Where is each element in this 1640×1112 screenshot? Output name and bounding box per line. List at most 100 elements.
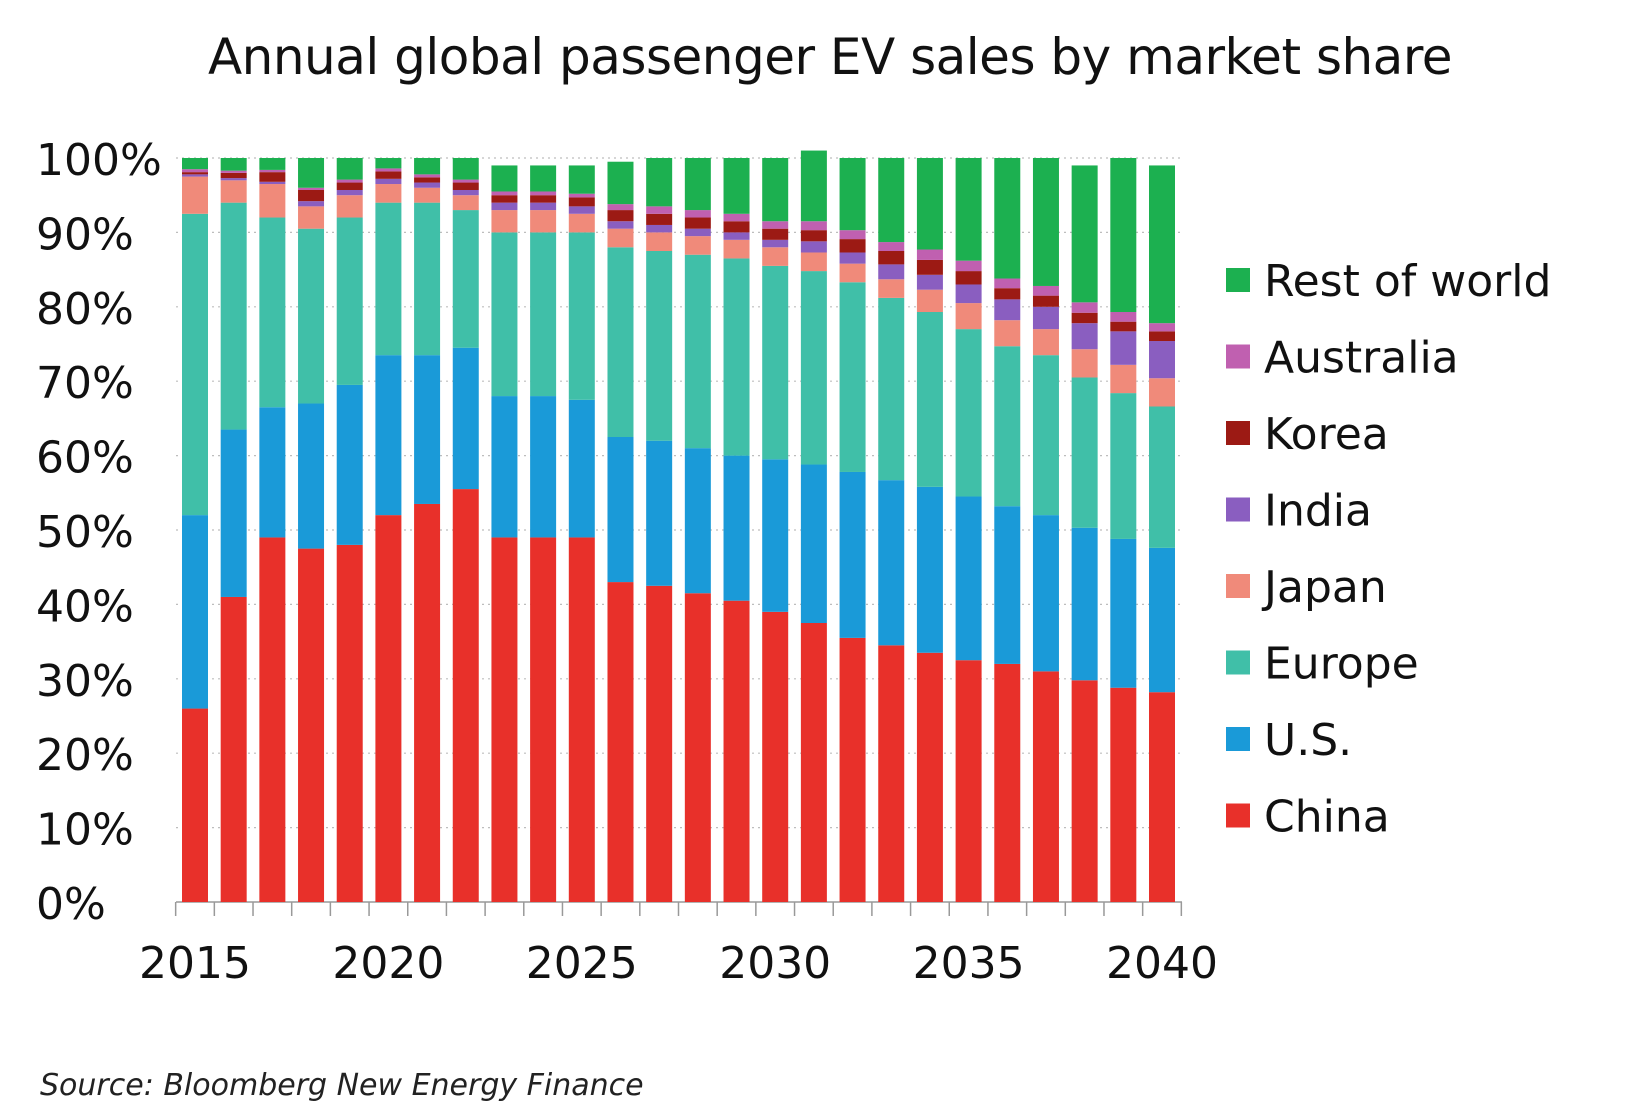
bar-segment-japan-2020 — [375, 184, 402, 203]
bar-segment-china-2018 — [298, 548, 325, 902]
bar-segment-japan-2015 — [182, 176, 208, 214]
bar-segment-u-s--2020 — [375, 355, 402, 516]
bar-segment-japan-2031 — [800, 252, 827, 272]
bar-segment-australia-2033 — [878, 242, 905, 251]
bar-segment-u-s--2027 — [646, 440, 673, 586]
bar-segment-rest-of-world-2035 — [955, 158, 982, 261]
bar-segment-rest-of-world-2020 — [375, 158, 402, 169]
bar-segment-australia-2029 — [723, 213, 750, 222]
bar-segment-korea-2040 — [1149, 331, 1175, 342]
bar-segment-korea-2026 — [607, 210, 634, 222]
bar-segment-india-2038 — [1071, 323, 1098, 350]
bar-segment-rest-of-world-2018 — [298, 158, 325, 188]
bar-segment-china-2020 — [375, 515, 402, 902]
bar-segment-india-2017 — [259, 181, 286, 185]
y-tick-label: 30% — [36, 656, 134, 707]
bar-segment-australia-2015 — [182, 169, 208, 173]
bar-segment-india-2025 — [568, 206, 595, 214]
bar-segment-japan-2032 — [839, 263, 866, 283]
bar-segment-u-s--2033 — [878, 480, 905, 646]
bar-segment-india-2031 — [800, 241, 827, 253]
bar-segment-china-2030 — [762, 611, 789, 902]
bar-segment-europe-2025 — [568, 232, 595, 400]
bar-segment-china-2022 — [452, 489, 479, 902]
bar-segment-europe-2036 — [994, 346, 1021, 507]
bar-segment-korea-2037 — [1032, 295, 1059, 307]
bar-segment-u-s--2018 — [298, 403, 325, 549]
bar-segment-japan-2029 — [723, 239, 750, 259]
bar-segment-china-2031 — [800, 623, 827, 902]
y-tick-label: 90% — [36, 209, 134, 260]
legend-swatch-china — [1226, 803, 1250, 828]
bar-segment-china-2036 — [994, 663, 1021, 902]
bar-segment-china-2028 — [684, 593, 711, 902]
bar-segment-u-s--2038 — [1071, 527, 1098, 681]
bar-segment-japan-2021 — [414, 187, 441, 203]
legend-swatch-europe — [1226, 650, 1250, 675]
bar-segment-china-2027 — [646, 585, 673, 902]
bar-segment-japan-2040 — [1149, 378, 1175, 407]
bar-segment-rest-of-world-2036 — [994, 158, 1021, 279]
bar-segment-u-s--2030 — [762, 459, 789, 612]
bar-segment-rest-of-world-2034 — [916, 158, 943, 250]
bar-segment-u-s--2021 — [414, 355, 441, 504]
bar-segment-japan-2027 — [646, 232, 673, 251]
x-tick-label: 2040 — [1106, 938, 1218, 989]
bar-segment-u-s--2039 — [1110, 538, 1137, 688]
bar-segment-australia-2019 — [336, 179, 363, 183]
bar-segment-australia-2017 — [259, 169, 286, 173]
bar-segment-europe-2037 — [1032, 355, 1059, 516]
bar-segment-korea-2027 — [646, 213, 673, 225]
bar-segment-japan-2026 — [607, 228, 634, 248]
bar-segment-china-2038 — [1071, 680, 1098, 902]
legend-swatch-japan — [1226, 574, 1250, 598]
bar-segment-u-s--2034 — [916, 486, 943, 653]
bar-segment-china-2029 — [723, 600, 750, 902]
bar-segment-u-s--2015 — [182, 515, 208, 709]
bar-segment-europe-2038 — [1071, 377, 1098, 528]
bar-segment-india-2028 — [684, 228, 711, 237]
bar-segment-india-2029 — [723, 232, 750, 240]
legend-label-korea: Korea — [1264, 409, 1389, 460]
bar-segment-japan-2018 — [298, 206, 325, 229]
bar-segment-u-s--2036 — [994, 506, 1021, 664]
bar-segment-india-2036 — [994, 299, 1021, 321]
bar-segment-europe-2027 — [646, 251, 673, 441]
bar-segment-china-2039 — [1110, 687, 1137, 902]
legend-label-china: China — [1264, 792, 1390, 843]
bar-segment-rest-of-world-2017 — [259, 158, 286, 170]
x-tick-label: 2015 — [139, 938, 251, 989]
bar-segment-india-2024 — [530, 202, 557, 211]
legend: Rest of world Australia Korea India Japan Eur… — [1226, 256, 1551, 843]
bar-segment-europe-2029 — [723, 258, 750, 456]
bar-segment-europe-2016 — [220, 202, 247, 430]
bar-segment-korea-2030 — [762, 228, 789, 240]
bar-segment-australia-2024 — [530, 191, 557, 196]
x-tick-label: 2030 — [719, 938, 831, 989]
bar-segment-korea-2031 — [800, 230, 827, 242]
bar-segment-rest-of-world-2032 — [839, 158, 866, 231]
bar-segment-japan-2017 — [259, 184, 286, 218]
legend-swatch-korea — [1226, 421, 1250, 445]
y-tick-label: 80% — [36, 284, 134, 335]
bar-segment-rest-of-world-2025 — [568, 165, 595, 194]
bar-segment-japan-2036 — [994, 320, 1021, 347]
bar-segment-u-s--2022 — [452, 347, 479, 490]
bar-segment-india-2016 — [220, 178, 247, 181]
bars — [182, 150, 1175, 902]
bar-segment-india-2023 — [491, 202, 518, 211]
legend-label-u-s-: U.S. — [1264, 715, 1352, 766]
bar-segment-india-2019 — [336, 189, 363, 196]
y-tick-label: 20% — [36, 730, 134, 781]
bar-segment-europe-2020 — [375, 202, 402, 356]
bar-segment-europe-2030 — [762, 265, 789, 460]
y-tick-label: 10% — [36, 805, 134, 856]
x-tick-label: 2025 — [526, 938, 638, 989]
axes — [174, 901, 1183, 916]
bar-segment-india-2034 — [916, 274, 943, 290]
bar-segment-china-2024 — [530, 537, 557, 902]
grid-lines — [176, 157, 1182, 829]
bar-segment-europe-2031 — [800, 271, 827, 465]
bar-segment-rest-of-world-2016 — [220, 158, 247, 171]
bar-segment-rest-of-world-2039 — [1110, 158, 1137, 313]
